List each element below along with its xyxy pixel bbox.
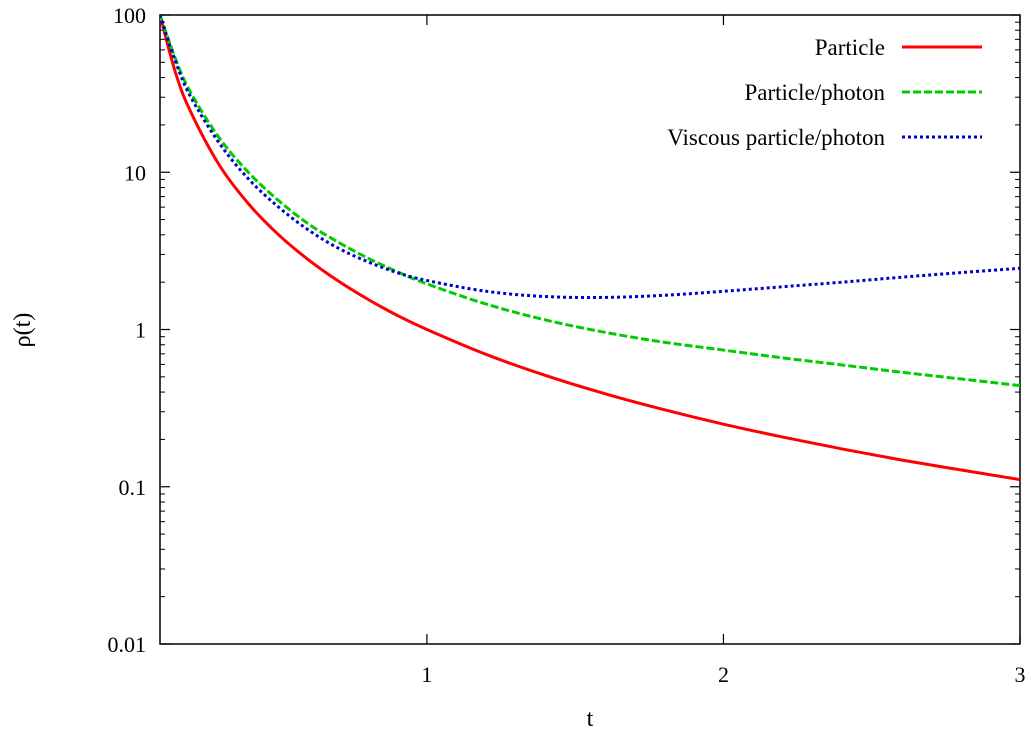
x-tick-label: 2: [718, 662, 729, 687]
y-axis-label: ρ(t): [10, 313, 36, 348]
legend: Particle Particle/photon Viscous particle/…: [667, 35, 982, 150]
series-line-2: [160, 15, 1020, 388]
y-tick-label: 1: [135, 318, 146, 343]
y-tick-label: 100: [113, 3, 146, 28]
legend-label: Particle/photon: [744, 80, 885, 105]
x-axis-label: t: [587, 706, 594, 732]
series-line-3: [160, 15, 1020, 299]
x-tick-label: 3: [1015, 662, 1026, 687]
series-lines: [160, 15, 1020, 482]
series-line-1: [160, 15, 1020, 482]
x-tick-label: 1: [421, 662, 432, 687]
y-tick-label: 0.01: [108, 632, 147, 657]
y-tick-label: 10: [124, 160, 146, 185]
legend-label: Particle: [815, 35, 885, 60]
legend-label: Viscous particle/photon: [667, 125, 885, 150]
y-tick-label: 0.1: [119, 475, 147, 500]
tick-marks: [160, 14, 1021, 645]
